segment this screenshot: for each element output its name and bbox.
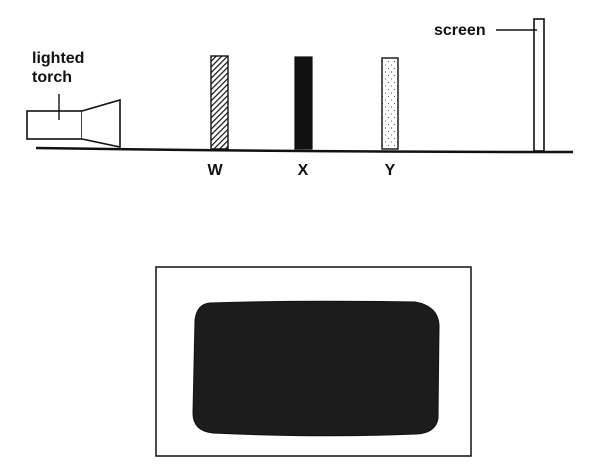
object-x: [294, 56, 313, 150]
object-label-x: X: [298, 162, 309, 179]
object-y: [381, 57, 399, 150]
object-label-y: Y: [385, 162, 396, 179]
ground-line: [35, 146, 574, 154]
shadow: [192, 300, 440, 437]
torch-icon: [26, 94, 121, 148]
screen-label: screen: [434, 22, 486, 39]
screen: [533, 18, 545, 152]
object-w: [210, 55, 229, 150]
object-label-w: W: [207, 162, 223, 179]
torch-label: lighted torch: [32, 50, 89, 86]
